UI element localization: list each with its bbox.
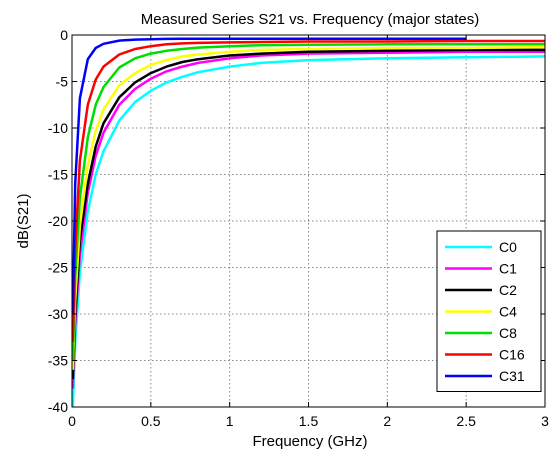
series-line-c4 xyxy=(71,45,546,370)
series-line-c0 xyxy=(71,55,546,408)
x-tick-label: 1 xyxy=(226,413,234,429)
x-tick-label: 2.5 xyxy=(456,413,476,429)
legend-label-c16: C16 xyxy=(499,347,525,363)
series-line-c1 xyxy=(71,50,545,389)
x-tick-label: 1.5 xyxy=(299,413,319,429)
y-tick-label: -30 xyxy=(48,306,68,322)
y-tick-label: -35 xyxy=(48,353,68,369)
y-tick-label: -25 xyxy=(48,260,68,276)
chart-title: Measured Series S21 vs. Frequency (major… xyxy=(141,11,479,28)
y-tick-label: -40 xyxy=(48,399,68,415)
y-tick-label: -15 xyxy=(48,167,68,183)
y-tick-label: -20 xyxy=(48,213,68,229)
x-tick-label: 0 xyxy=(68,413,76,429)
series-line-c31 xyxy=(71,37,467,315)
legend: C0 C1 C2 C4 C8 C16 C31 xyxy=(436,230,542,392)
legend-label-c0: C0 xyxy=(499,239,517,255)
legend-label-c4: C4 xyxy=(499,304,517,320)
y-tick-label: -5 xyxy=(56,74,69,90)
legend-label-c8: C8 xyxy=(499,325,517,341)
y-tick-label: 0 xyxy=(60,27,68,43)
series-line-c16 xyxy=(71,39,545,342)
legend-label-c31: C31 xyxy=(499,368,525,384)
x-tick-label: 0.5 xyxy=(141,413,161,429)
y-tick-label: -10 xyxy=(48,120,68,136)
axis-ticks: 0 0.5 1 1.5 2 2.5 3 0 -5 -10 -15 -20 -25 -30 -35 -40 xyxy=(48,27,549,429)
series-line-c8 xyxy=(71,43,545,361)
grid xyxy=(72,35,545,407)
x-tick-label: 3 xyxy=(541,413,549,429)
series-line-c2 xyxy=(71,48,545,380)
y-axis-label: dB(S21) xyxy=(15,193,32,248)
x-tick-label: 2 xyxy=(383,413,391,429)
x-axis-label: Frequency (GHz) xyxy=(252,433,367,450)
series-lines xyxy=(71,37,546,408)
legend-label-c2: C2 xyxy=(499,282,517,298)
legend-label-c1: C1 xyxy=(499,261,517,277)
